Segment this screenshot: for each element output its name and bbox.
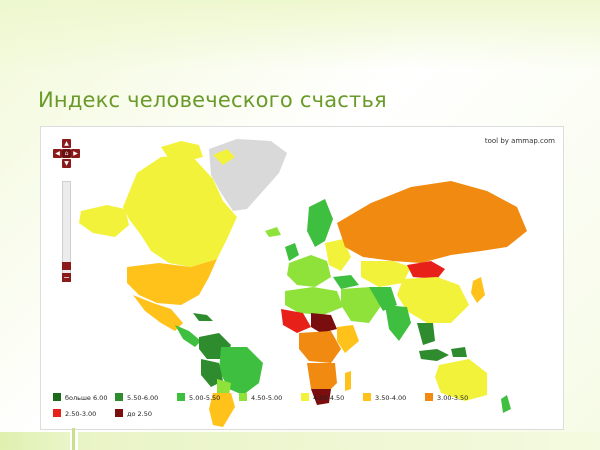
slide-title: Индекс человеческого счастья: [38, 88, 387, 112]
legend-swatch: [115, 393, 123, 401]
legend-swatch: [301, 393, 309, 401]
map-legend: больше 6.00 5.50-6.00 5.00-5.50 4.50-5.0…: [53, 393, 553, 423]
legend-swatch: [363, 393, 371, 401]
pan-control[interactable]: ▲ ◀ ⌂ ▶ ▼: [53, 139, 81, 173]
legend-label: 5.50-6.00: [127, 394, 159, 402]
region-central-america[interactable]: [175, 325, 201, 347]
region-china[interactable]: [397, 277, 469, 323]
region-south-africa[interactable]: [311, 389, 331, 405]
zoom-out-button[interactable]: −: [62, 273, 71, 282]
region-southern-africa[interactable]: [307, 363, 337, 397]
header-band: [0, 0, 600, 70]
legend-item: 5.50-6.00: [115, 393, 158, 402]
region-usa[interactable]: [127, 259, 217, 305]
region-new-zealand[interactable]: [501, 395, 511, 413]
region-canada-islands[interactable]: [161, 141, 235, 165]
region-west-africa[interactable]: [281, 309, 311, 333]
legend-label: до 2.50: [127, 410, 153, 418]
legend-swatch: [177, 393, 185, 401]
region-central-africa[interactable]: [299, 331, 341, 363]
legend-swatch: [53, 393, 61, 401]
region-southeast-asia[interactable]: [417, 323, 435, 345]
region-middle-east[interactable]: [341, 287, 383, 323]
legend-label: 4.00-4.50: [313, 394, 345, 402]
legend-item: 2.50-3.00: [53, 409, 96, 418]
region-japan[interactable]: [471, 277, 485, 303]
arrow-up-icon[interactable]: ▲: [62, 139, 71, 148]
legend-item: 4.00-4.50: [301, 393, 344, 402]
legend-item: 4.50-5.00: [239, 393, 282, 402]
footer-bar: [78, 432, 600, 450]
region-canada[interactable]: [123, 155, 237, 267]
region-uk[interactable]: [285, 243, 299, 261]
legend-item: 3.00-3.50: [425, 393, 468, 402]
region-turkey[interactable]: [333, 275, 359, 289]
arrow-down-icon[interactable]: ▼: [62, 159, 71, 168]
footer-accent: [0, 432, 70, 450]
legend-swatch: [239, 393, 247, 401]
region-alaska[interactable]: [79, 205, 129, 237]
region-bolivia[interactable]: [217, 379, 231, 395]
region-east-africa[interactable]: [337, 325, 359, 353]
region-iceland[interactable]: [265, 227, 281, 237]
legend-label: 3.00-3.50: [437, 394, 469, 402]
region-australia[interactable]: [435, 359, 487, 401]
arrow-right-icon[interactable]: ▶: [71, 149, 80, 158]
region-iran[interactable]: [369, 287, 397, 311]
legend-label: 5.00-5.50: [189, 394, 221, 402]
region-indonesia[interactable]: [419, 347, 467, 361]
legend-label: 2.50-3.00: [65, 410, 97, 418]
zoom-slider-handle[interactable]: [62, 262, 71, 270]
map-credit[interactable]: tool by ammap.com: [484, 137, 555, 145]
region-russia[interactable]: [337, 181, 527, 263]
region-caribbean[interactable]: [193, 313, 213, 321]
region-eastern-europe[interactable]: [325, 239, 351, 271]
region-scandinavia[interactable]: [307, 199, 333, 247]
region-madagascar[interactable]: [345, 371, 351, 391]
legend-label: 3.50-4.00: [375, 394, 407, 402]
region-mexico[interactable]: [133, 295, 183, 331]
legend-item: 3.50-4.00: [363, 393, 406, 402]
legend-swatch: [425, 393, 433, 401]
legend-label: больше 6.00: [65, 394, 108, 402]
legend-item: до 2.50: [115, 409, 152, 418]
region-western-europe[interactable]: [287, 255, 331, 287]
footer-divider: [72, 428, 75, 450]
region-argentina[interactable]: [209, 393, 235, 427]
home-icon[interactable]: ⌂: [62, 149, 71, 158]
legend-swatch: [53, 409, 61, 417]
region-india[interactable]: [385, 305, 411, 341]
region-mongolia[interactable]: [407, 261, 445, 279]
arrow-left-icon[interactable]: ◀: [53, 149, 62, 158]
legend-label: 4.50-5.00: [251, 394, 283, 402]
region-kazakhstan[interactable]: [361, 261, 411, 287]
legend-item: 5.00-5.50: [177, 393, 220, 402]
legend-item: больше 6.00: [53, 393, 107, 402]
region-sahel[interactable]: [311, 313, 337, 333]
legend-swatch: [115, 409, 123, 417]
world-map[interactable]: [41, 127, 564, 430]
region-north-africa[interactable]: [285, 287, 343, 315]
world-map-panel[interactable]: tool by ammap.com: [40, 126, 564, 430]
